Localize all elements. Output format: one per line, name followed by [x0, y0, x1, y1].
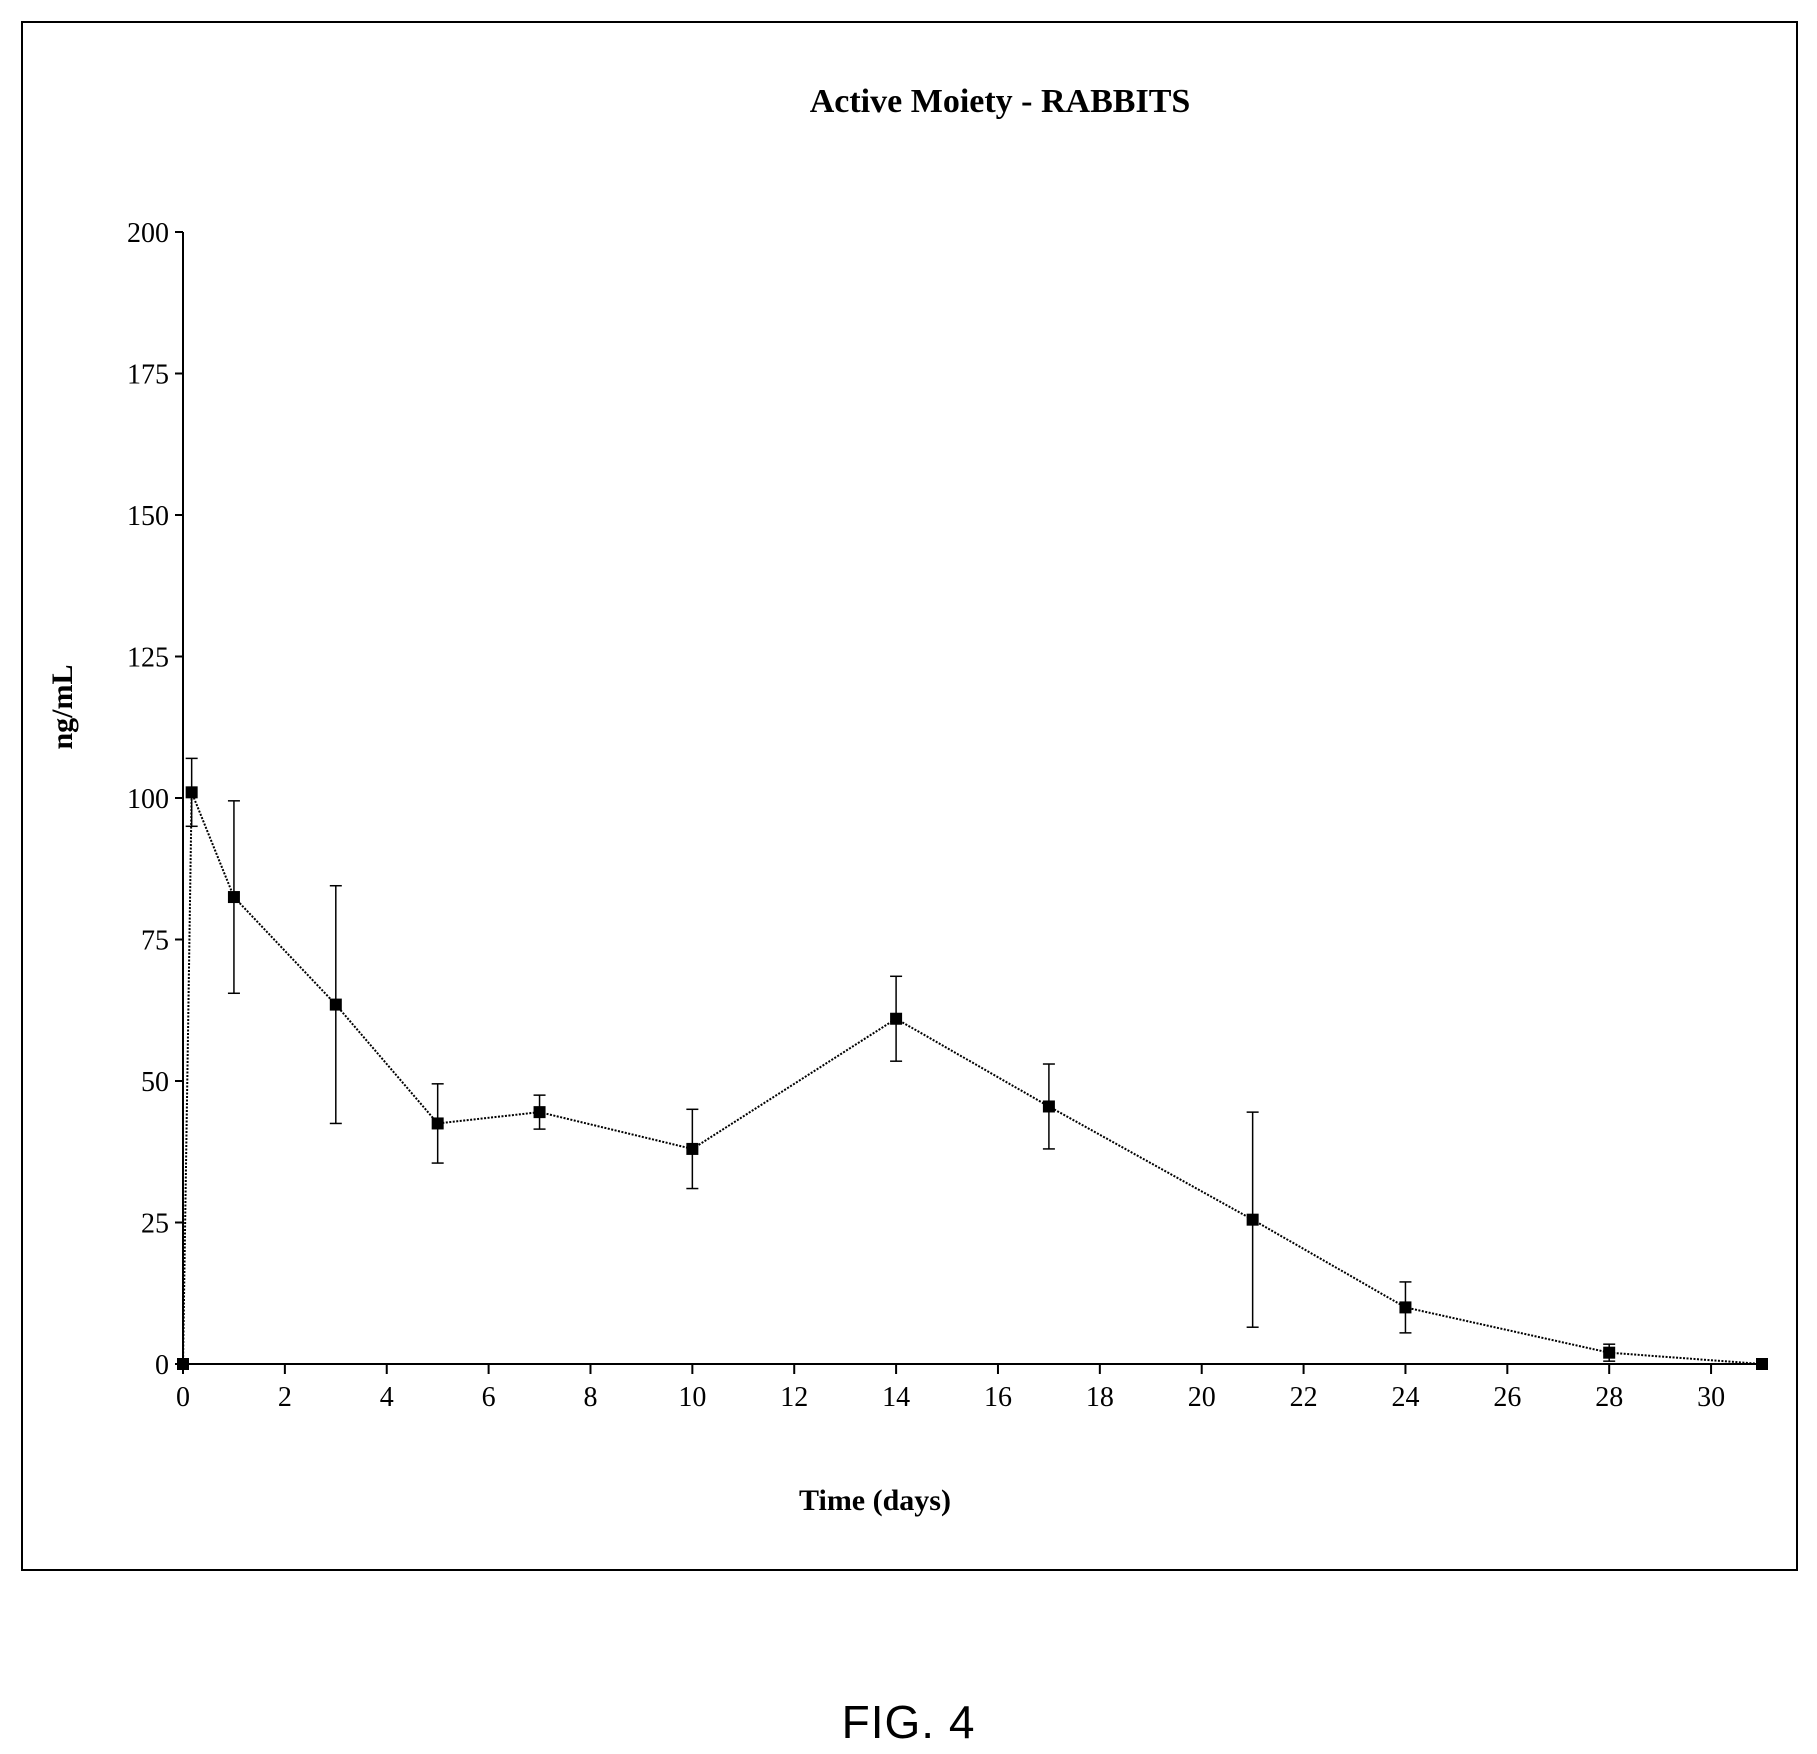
data-point: [1399, 1301, 1412, 1314]
y-tick-label: 125: [127, 643, 169, 674]
x-tick-label: 8: [583, 1382, 597, 1413]
data-point: [890, 1012, 903, 1025]
data-point: [329, 998, 342, 1011]
x-tick-label: 6: [482, 1382, 496, 1413]
data-point: [185, 786, 198, 799]
y-tick-label: 0: [155, 1350, 169, 1381]
data-point: [1042, 1100, 1055, 1113]
data-point: [533, 1106, 546, 1119]
data-point: [686, 1142, 699, 1155]
y-tick-label: 50: [141, 1067, 169, 1098]
y-tick-label: 200: [127, 218, 169, 249]
figure-label: FIG. 4: [841, 1696, 976, 1748]
data-point: [431, 1117, 444, 1130]
y-tick-label: 150: [127, 501, 169, 532]
data-series: [177, 757, 1768, 1370]
data-point: [177, 1358, 189, 1370]
x-tick-label: 30: [1697, 1382, 1725, 1413]
x-tick-label: 14: [882, 1382, 910, 1413]
chart-frame: [21, 21, 1798, 1571]
x-tick-label: 20: [1188, 1382, 1216, 1413]
y-tick-label: 25: [141, 1209, 169, 1240]
x-tick-label: 24: [1391, 1382, 1419, 1413]
x-axis-label: Time (days): [799, 1484, 951, 1517]
x-tick-label: 26: [1493, 1382, 1521, 1413]
x-tick-label: 28: [1595, 1382, 1623, 1413]
data-point: [227, 891, 240, 904]
data-point: [1603, 1346, 1616, 1359]
y-tick-label: 100: [127, 784, 169, 815]
x-tick-label: 0: [176, 1382, 190, 1413]
y-tick-label: 75: [141, 926, 169, 957]
x-tick-label: 2: [278, 1382, 292, 1413]
data-point: [1756, 1358, 1768, 1370]
x-tick-label: 4: [380, 1382, 394, 1413]
x-tick-label: 10: [678, 1382, 706, 1413]
x-tick-label: 22: [1290, 1382, 1318, 1413]
chart-title: Active Moiety - RABBITS: [810, 83, 1191, 120]
y-axis-label: ng/mL: [46, 664, 79, 749]
x-tick-label: 12: [780, 1382, 808, 1413]
data-point: [1246, 1213, 1259, 1226]
y-tick-label: 175: [127, 360, 169, 391]
x-tick-label: 16: [984, 1382, 1012, 1413]
series-line: [182, 791, 1763, 1365]
x-tick-label: 18: [1086, 1382, 1114, 1413]
axes: [182, 232, 1762, 1365]
